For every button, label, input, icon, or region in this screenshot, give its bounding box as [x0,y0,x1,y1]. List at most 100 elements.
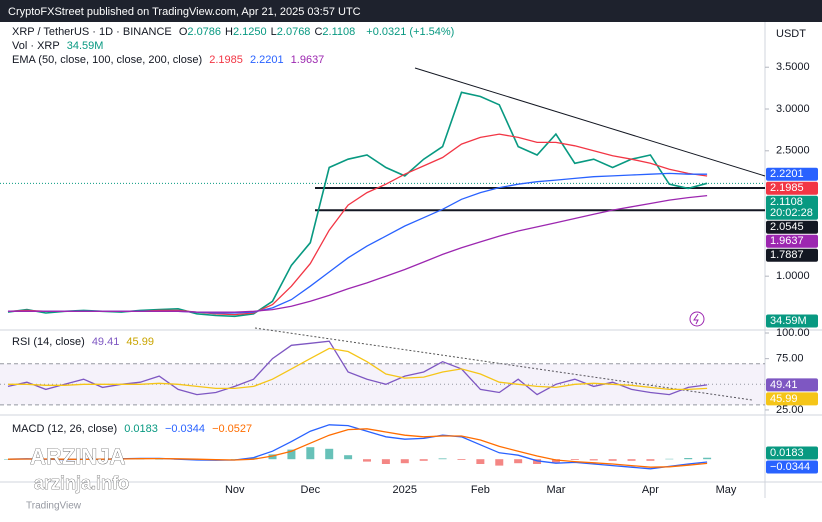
histogram-bar [665,458,674,460]
histogram-bar [268,454,277,460]
price-tag [766,167,818,181]
histogram-bar [514,459,523,464]
price-tag [766,460,818,474]
x-tick-label: Dec [301,484,321,496]
x-tick-label: Feb [471,484,490,496]
vol-value: 34.59M [66,40,104,52]
ohlc-value: 2.1108 [322,26,356,38]
histogram-bar [363,459,371,462]
series-line [8,347,708,391]
price-tag [766,446,818,460]
histogram-bar [495,459,504,466]
histogram-bar [457,459,466,460]
y-tick-label: 3.5000 [776,61,810,73]
header-title: CryptoFXStreet published on TradingView.… [8,6,361,18]
ohlc-key: L [270,26,277,38]
watermark-brand: ARZINJA [30,444,125,469]
histogram-bar [533,459,542,464]
ohlc-key: O [178,26,188,38]
price-tag [766,220,818,234]
price-tag [766,248,818,262]
ema-value: 1.9637 [290,54,325,66]
macd-value: −0.0344 [164,423,206,435]
y-tick-label: 75.00 [776,353,804,365]
histogram-bar [476,459,485,464]
histogram-bar [4,459,12,460]
trend-line [414,67,766,177]
y-tick-label: 1.0000 [776,270,810,282]
y-tick-label: 100.00 [776,327,810,339]
price-tag [766,314,818,328]
x-tick-label: Apr [642,484,659,496]
macd-hist-value: 0.0183 [124,423,158,435]
price-tag [766,234,818,248]
y-tick-label: 25.00 [776,404,804,416]
histogram-bar [400,459,409,464]
ohlc-value: 2.1250 [233,26,267,38]
price-tag-label: 2.0545 [770,221,804,233]
price-tag-label: −0.0344 [770,461,810,473]
ohlc-value: 2.0768 [276,26,311,38]
histogram-bar [703,457,712,460]
price-tag-label: 45.99 [770,393,798,405]
ema-value: 2.2201 [249,54,284,66]
histogram-bar [438,458,447,460]
histogram-bar [646,459,655,461]
price-tag-label: 1.7887 [770,249,804,261]
histogram-bar [306,447,315,460]
ema-label: EMA (50, close, 100, close, 200, close) [12,54,203,66]
price-tag-label: 2.1985 [770,182,804,194]
histogram-bar [249,457,258,460]
price-tag-label: 49.41 [770,379,798,391]
series-line [8,172,708,314]
x-tick-label: Mar [546,484,565,496]
series-line [7,428,708,468]
price-tag-label: 0.0183 [770,447,804,459]
rsi-title: RSI (14, close) [12,336,85,348]
ohlc: O2.0786 H2.1250 L2.0768 C2.1108 [179,26,359,38]
x-tick-label: May [716,484,737,496]
legend-volume: Vol · XRP 34.59M [12,40,107,52]
series-line [7,133,708,316]
price-tag-label: 2.1108 [770,196,803,208]
y-tick-label: 2.5000 [776,145,810,157]
macd-title: MACD (12, 26, close) [12,423,118,435]
histogram-bar [589,459,598,461]
countdown: 20:02:28 [770,207,813,219]
vol-label: Vol · XRP [12,40,60,52]
histogram-bar [325,448,334,460]
watermark-site: arzinja.info [34,473,129,493]
price-tag [766,181,818,195]
ohlc-value: 2.0786 [187,26,222,38]
symbol: XRP / TetherUS · 1D · BINANCE [12,26,172,38]
histogram-bar [608,459,617,461]
rsi-ma-value: 45.99 [126,336,154,348]
x-tick-label: Nov [225,484,245,496]
legend-macd: MACD (12, 26, close) 0.0183 −0.0344 −0.0… [12,423,256,435]
price-tag [766,195,818,220]
price-tag-label: 34.59M [770,315,807,327]
histogram-bar [344,455,353,460]
histogram-bar [684,458,693,460]
price-tag-label: 1.9637 [770,235,804,247]
histogram-bar [381,459,390,464]
histogram-bar [551,459,560,463]
header-bar [0,0,822,22]
legend-ema: EMA (50, close, 100, close, 200, close) … [12,54,328,66]
histogram-bar [570,459,579,460]
legend-rsi: RSI (14, close) 49.41 45.99 [12,336,158,348]
ohlc-key: H [225,26,233,38]
price-tag [766,378,818,392]
rsi-value: 49.41 [91,336,120,348]
histogram-bar [155,459,164,460]
price-tag-label: 2.2201 [770,168,804,180]
alert-icon[interactable] [689,311,705,327]
footer-logo: TradingView [26,501,82,512]
histogram-bar [627,459,636,461]
ema-value: 2.1985 [209,54,243,66]
currency-label: USDT [776,28,806,40]
ohlc-key: C [314,26,323,38]
signal-value: −0.0527 [212,423,253,435]
